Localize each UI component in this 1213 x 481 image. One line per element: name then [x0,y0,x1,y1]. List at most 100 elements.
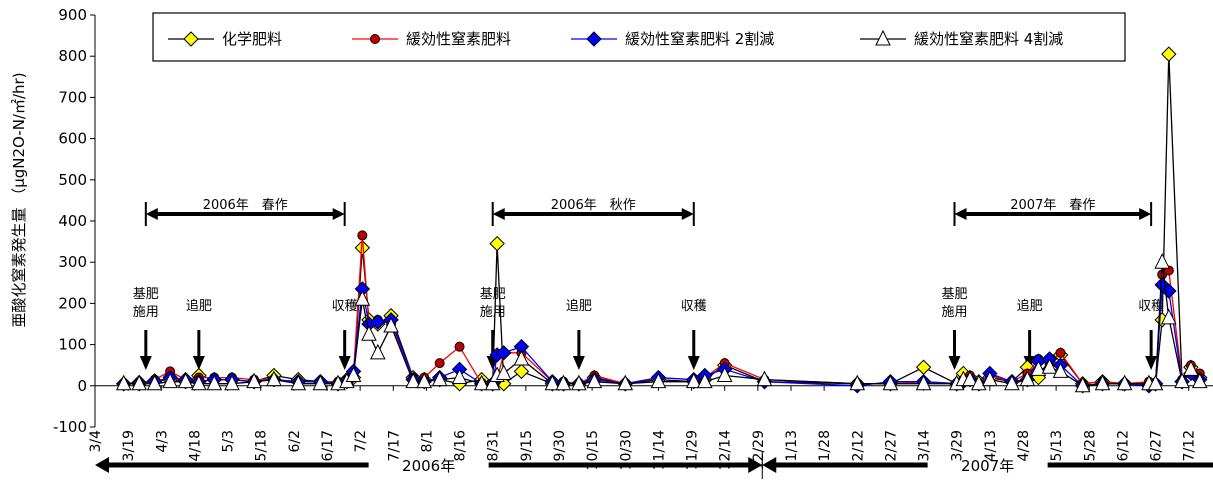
year-label: 2007年 [961,457,1014,475]
period-label: 2007年 春作 [1010,198,1095,213]
event-arrowhead [948,356,961,370]
x-tick-label: 4/28 [1016,430,1032,461]
event-arrowhead [192,356,205,370]
legend: 化学肥料 緩効性窒素肥料 緩効性窒素肥料 2割減 緩効性窒素肥料 4割減 [152,12,1126,62]
x-tick-label: 8/16 [453,430,469,462]
data-point [434,358,445,369]
event-label: 基肥 [480,287,506,302]
data-point [544,374,561,391]
legend-label: 緩効性窒素肥料 4割減 [914,30,1063,48]
series-3 [115,253,1208,393]
data-point [496,345,512,361]
data-point [685,372,702,389]
y-tick-label: 400 [58,212,87,230]
period-label: 2006年 秋作 [551,198,636,213]
data-point [431,370,448,387]
x-tick-label: 6/27 [1149,430,1165,461]
data-point [473,374,490,391]
y-tick-label: 600 [58,130,87,148]
data-point [146,374,163,391]
legend-item-2: 緩効性窒素肥料 2割減 [571,30,774,48]
x-tick-label: 12/29 [751,430,767,470]
y-tick-label: 900 [58,6,87,24]
data-point [555,374,572,391]
year-arrowhead-left [762,457,777,473]
data-point [416,372,433,389]
data-point [650,372,667,389]
x-tick-label: 3/19 [121,430,137,461]
data-point [716,366,733,382]
data-point [571,374,587,391]
data-point [1004,374,1020,391]
data-point [1030,360,1047,376]
data-point [962,370,978,387]
x-tick-label: 12/14 [718,430,734,470]
data-point [266,370,282,387]
legend-item-0: 化学肥料 [168,30,282,48]
legend-item-3: 緩効性窒素肥料 4割減 [860,29,1063,48]
data-point [357,230,368,241]
period-arrowhead-right [1139,208,1152,220]
y-tick-label: 700 [58,88,87,106]
data-point [290,374,307,391]
y-tick-label: -100 [53,418,87,436]
data-point [383,316,399,333]
event-arrowhead [1145,356,1158,370]
data-point [1055,347,1066,358]
period-arrowhead-left [145,208,158,220]
legend-box [152,12,1126,62]
x-tick-label: 3/29 [950,430,966,461]
data-point [1161,46,1177,62]
data-point [206,374,223,391]
data-point [354,240,371,256]
x-tick-label: 7/17 [386,430,402,461]
legend-label: 化学肥料 [222,30,282,48]
y-tick-label: 800 [58,47,87,65]
x-tick-label: 2/27 [883,430,899,461]
event-label: 施用 [133,305,159,320]
x-tick-label: 10/30 [618,430,634,470]
data-point [1052,362,1069,378]
year-label: 2006年 [402,457,455,475]
data-point [1116,374,1133,391]
event-label: 追肥 [566,298,592,314]
data-point [697,372,713,389]
year-arrowhead-left [95,457,109,473]
event-label: 収穫 [681,299,707,314]
y-axis: -100 0 100 200 300 400 500 600 700 800 900 [53,6,96,436]
event-arrowhead [139,356,152,370]
data-point [1174,372,1190,389]
data-point [1183,360,1199,376]
legend-label: 緩効性窒素肥料 2割減 [625,30,774,48]
legend-label: 緩効性窒素肥料 [406,30,511,48]
data-point [1074,376,1091,393]
y-axis-label: 亜酸化窒素発生量 （μgN2O-N/㎡/hr) [10,72,28,327]
period-annotations: 2006年 春作 2006年 秋作 2007年 春作 [144,198,1153,226]
event-label: 基肥 [941,287,967,302]
data-point [586,372,603,389]
series-line [123,54,1201,385]
event-arrowhead [572,356,585,370]
data-point [183,31,199,47]
x-tick-label: 7/12 [1182,430,1198,461]
data-point [489,235,505,252]
data-point [345,366,362,382]
data-point [131,374,147,391]
data-point [246,372,262,389]
x-tick-label: 2/12 [850,430,866,461]
year-arrowhead-right [748,457,763,473]
x-tick-label: 11/29 [685,430,701,470]
event-label: 収穫 [1138,299,1164,314]
data-point [484,374,501,391]
data-point [1019,370,1036,387]
data-point [915,359,932,375]
event-arrowhead [338,356,351,370]
x-tick-label: 5/13 [1049,430,1065,461]
data-point [1154,253,1170,269]
data-point [405,372,421,389]
data-point [513,363,530,380]
event-label: 収穫 [332,299,358,314]
x-tick-label: 6/12 [1115,430,1131,461]
data-point [617,374,634,391]
data-point [586,31,602,47]
